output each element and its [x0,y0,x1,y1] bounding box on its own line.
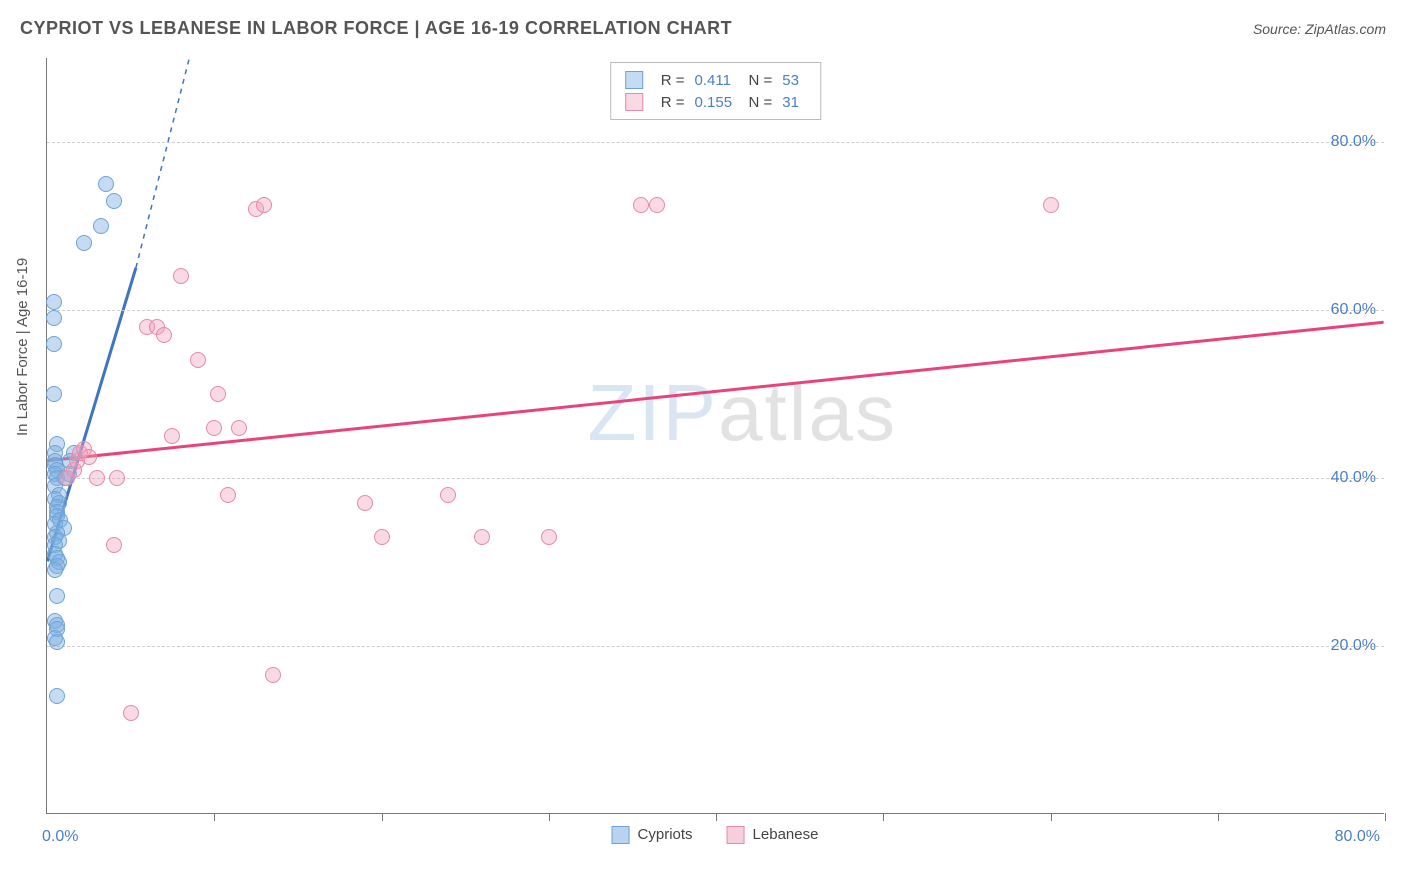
stat-n-value: 31 [782,94,806,111]
gridline [47,646,1384,647]
stats-box: R = 0.411 N = 53 R = 0.155 N = 31 [610,62,822,120]
scatter-point [231,420,247,436]
scatter-point [633,197,649,213]
scatter-point [541,529,557,545]
y-tick-label: 20.0% [1331,637,1376,655]
scatter-point [93,218,109,234]
legend-swatch [727,826,745,844]
x-axis-max-label: 80.0% [1335,828,1380,846]
scatter-point [1043,197,1059,213]
scatter-point [164,428,180,444]
x-tick [716,813,717,821]
scatter-point [89,470,105,486]
trend-lines [47,58,1384,813]
stat-r-value: 0.411 [695,72,739,89]
watermark-atlas: atlas [718,368,897,457]
scatter-point [47,562,63,578]
legend-label: Cypriots [638,826,693,843]
stat-r-label: R = [661,72,685,89]
scatter-point [76,235,92,251]
y-tick-label: 60.0% [1331,301,1376,319]
bottom-legend: Cypriots Lebanese [612,826,819,844]
x-tick [214,813,215,821]
scatter-point [173,268,189,284]
stat-r-label: R = [661,94,685,111]
x-tick [1385,813,1386,821]
scatter-point [440,487,456,503]
scatter-point [190,352,206,368]
watermark: ZIPatlas [588,367,897,459]
legend-item: Cypriots [612,826,693,844]
title-row: CYPRIOT VS LEBANESE IN LABOR FORCE | AGE… [20,18,1386,39]
x-tick [1051,813,1052,821]
x-tick [549,813,550,821]
watermark-zip: ZIP [588,368,718,457]
legend-label: Lebanese [753,826,819,843]
scatter-point [374,529,390,545]
y-tick-label: 40.0% [1331,469,1376,487]
scatter-point [49,688,65,704]
scatter-point [649,197,665,213]
scatter-point [206,420,222,436]
legend-swatch [612,826,630,844]
gridline [47,142,1384,143]
x-tick [883,813,884,821]
scatter-point [46,336,62,352]
stats-row: R = 0.155 N = 31 [625,91,807,113]
y-axis-label: In Labor Force | Age 16-19 [14,258,31,436]
y-tick-label: 80.0% [1331,133,1376,151]
scatter-point [265,667,281,683]
scatter-point [98,176,114,192]
scatter-point [210,386,226,402]
gridline [47,310,1384,311]
scatter-point [123,705,139,721]
scatter-point [106,193,122,209]
scatter-point [49,634,65,650]
scatter-point [81,449,97,465]
stat-n-value: 53 [782,72,806,89]
legend-item: Lebanese [727,826,819,844]
legend-swatch [625,71,643,89]
scatter-point [357,495,373,511]
stats-row: R = 0.411 N = 53 [625,69,807,91]
chart-source: Source: ZipAtlas.com [1253,21,1386,37]
x-tick [382,813,383,821]
scatter-point [106,537,122,553]
scatter-point [256,197,272,213]
plot-area: ZIPatlas R = 0.411 N = 53 R = 0.155 N = 31 20.0… [46,58,1384,814]
x-axis-row: 0.0% 80.0% CypriotsLebanese [46,824,1384,854]
scatter-point [49,588,65,604]
scatter-point [220,487,236,503]
scatter-point [156,327,172,343]
gridline [47,478,1384,479]
legend-swatch [625,93,643,111]
scatter-point [46,294,62,310]
stat-n-label: N = [749,94,773,111]
stat-n-label: N = [749,72,773,89]
scatter-point [109,470,125,486]
chart-title: CYPRIOT VS LEBANESE IN LABOR FORCE | AGE… [20,18,732,39]
x-tick [1218,813,1219,821]
scatter-point [46,310,62,326]
scatter-point [46,386,62,402]
x-axis-min-label: 0.0% [42,828,78,846]
stat-r-value: 0.155 [695,94,739,111]
scatter-point [474,529,490,545]
